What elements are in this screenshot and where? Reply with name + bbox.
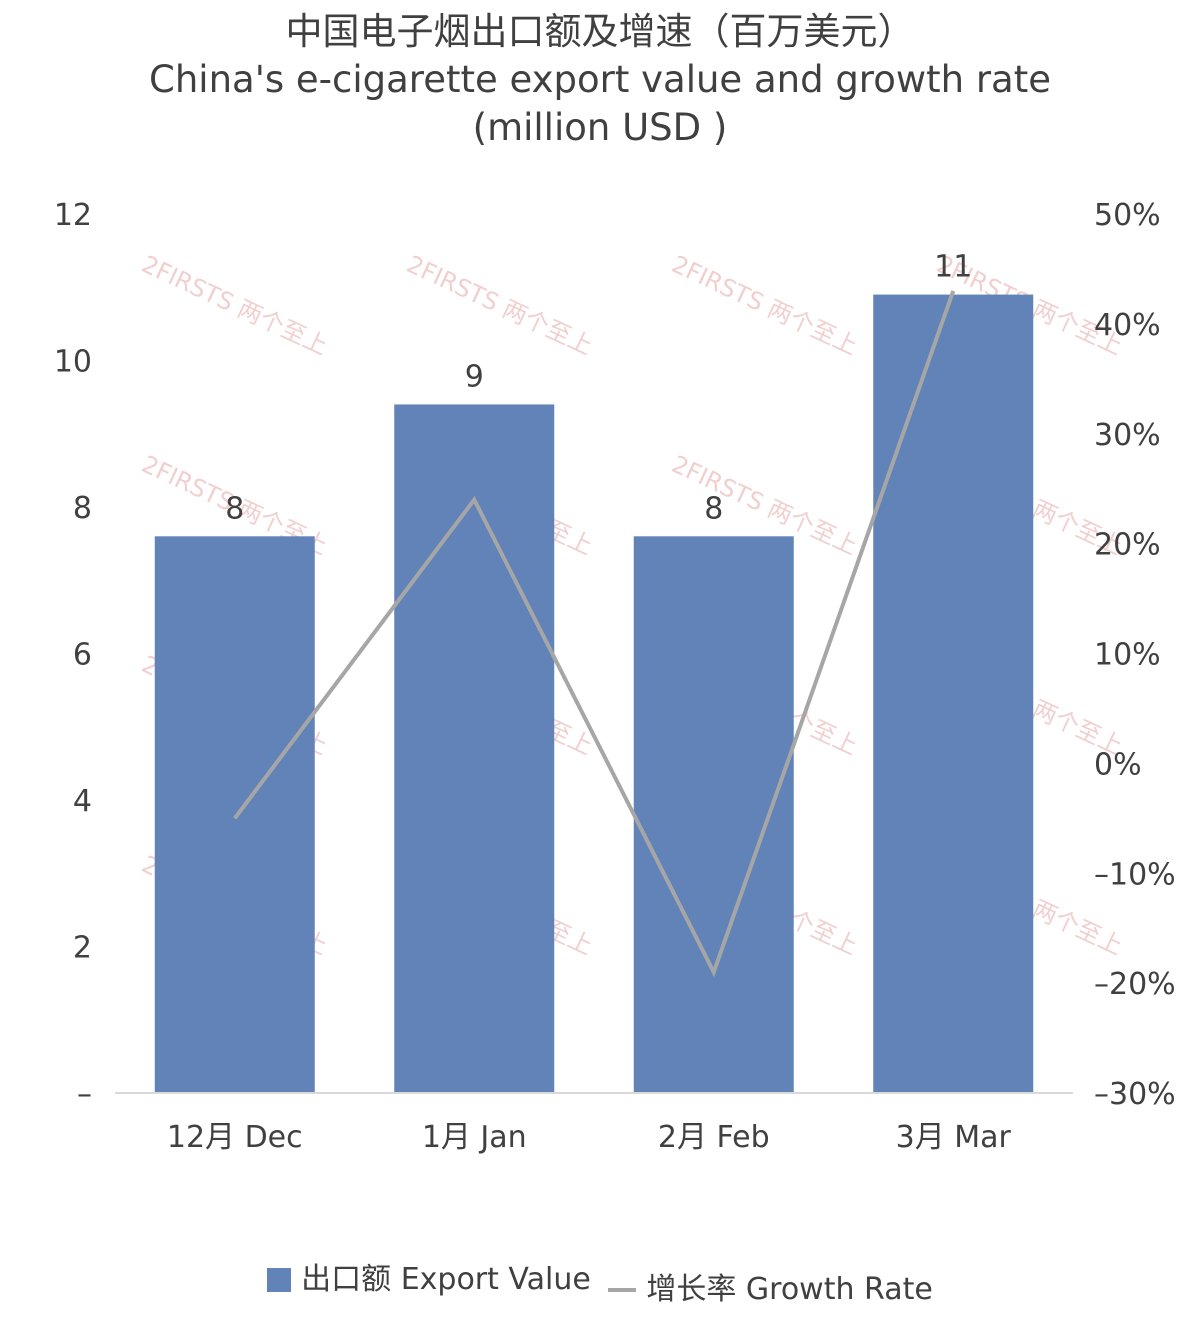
y-left-tick-label-0: – [77,1077,92,1112]
title-unit: (million USD ) [472,106,728,149]
bar-data-label-2: 8 [704,491,723,526]
y-right-tick-label-6: 30% [1094,418,1161,453]
axes: – 2 4 6 8 10 12 –30% –20% –10% 0% 10% 20% 30% 40% 50% 12… [54,198,1176,1155]
bar-3 [873,294,1034,1093]
bar-data-label-3: 11 [934,250,972,285]
y-left-tick-label-4: 8 [73,491,92,526]
watermark-0-1: 2FIRSTS 两个至上 [402,250,597,361]
y-left-tick-label-3: 6 [73,638,92,673]
legend-item-export-value[interactable]: 出口额 Export Value [267,1258,591,1302]
title-chinese: 中国电子烟出口额及增速（百万美元） [285,10,915,53]
bar-data-label-1: 9 [465,359,484,394]
data-labels: 8 9 8 11 [225,250,972,527]
legend-bar-label: 出口额 Export Value [301,1262,591,1297]
watermark-0-2: 2FIRSTS 两个至上 [667,250,862,361]
y-left-tick-label-2: 4 [73,784,92,819]
y-right-tick-label-4: 10% [1094,638,1161,673]
bar-1 [394,404,555,1093]
y-right-tick-label-1: –20% [1094,967,1176,1002]
y-right-tick-label-8: 50% [1094,198,1161,233]
watermark-0-0: 2FIRSTS 两个至上 [137,250,332,361]
legend-bar-swatch [267,1268,292,1292]
y-right-tick-label-2: –10% [1094,857,1176,892]
x-tick-label-0: 12月 Dec [167,1120,303,1155]
legend: 出口额 Export Value 增长率 Growth Rate [0,1258,1200,1312]
x-tick-label-2: 2月 Feb [658,1120,770,1155]
y-right-tick-label-3: 0% [1094,747,1142,782]
x-tick-label-1: 1月 Jan [422,1120,527,1155]
x-tick-label-3: 3月 Mar [896,1120,1012,1155]
bar-0 [154,536,315,1093]
y-right-tick-label-5: 20% [1094,528,1161,563]
combo-chart: 2FIRSTS 两个至上 2FIRSTS 两个至上 2FIRSTS 两个至上 2FIR… [54,198,1176,1155]
y-left-tick-label-5: 10 [54,345,92,380]
y-right-tick-label-0: –30% [1094,1077,1176,1112]
bar-series [154,294,1034,1093]
y-left-tick-label-1: 2 [73,931,92,966]
chart-title: 中国电子烟出口额及增速（百万美元） China's e-cigarette ex… [0,8,1200,152]
y-left-tick-label-6: 12 [54,198,92,233]
legend-line-swatch [608,1288,637,1292]
line-series [233,290,956,978]
y-right-tick-label-7: 40% [1094,308,1161,343]
growth-rate-line [233,290,956,978]
bar-data-label-0: 8 [225,491,244,526]
legend-item-growth-rate[interactable]: 增长率 Growth Rate [608,1268,933,1312]
title-english: China's e-cigarette export value and gro… [149,58,1051,101]
legend-line-label: 增长率 Growth Rate [646,1272,933,1307]
